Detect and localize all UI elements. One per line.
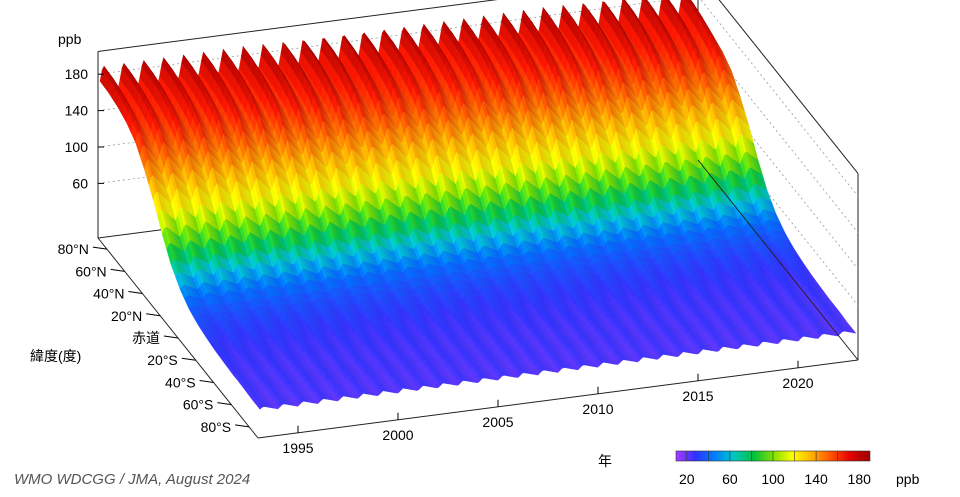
z-gridline bbox=[97, 0, 859, 197]
surface-plot bbox=[99, 0, 857, 410]
frame-edge bbox=[97, 0, 498, 52]
frame-edge bbox=[718, 0, 859, 174]
surface-patch bbox=[665, 0, 669, 3]
